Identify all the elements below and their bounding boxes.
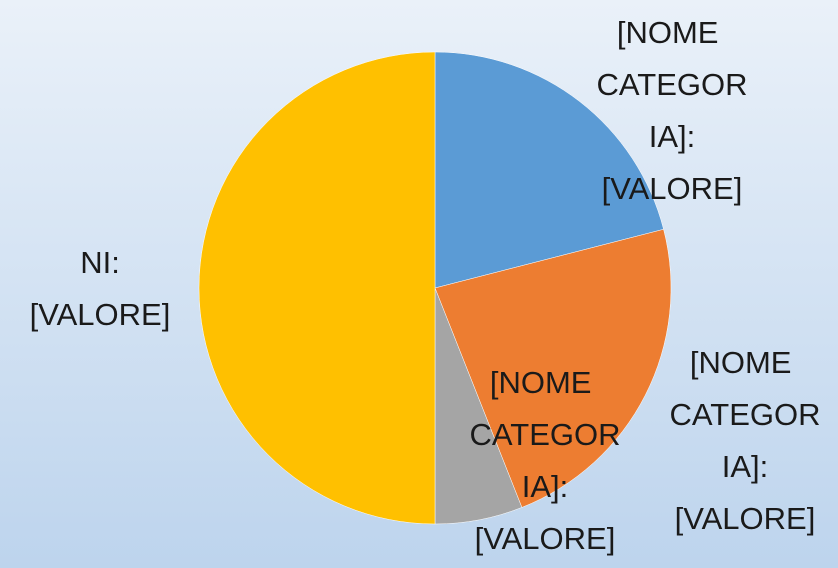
value-label: [VALORE]: [602, 171, 743, 206]
pie-slice: [198, 51, 436, 525]
category-label: [NOME CATEGOR IA]:: [597, 15, 748, 154]
value-label: [VALORE]: [675, 501, 816, 536]
category-label: [NOME CATEGOR IA]:: [470, 365, 621, 504]
value-label: [VALORE]: [475, 521, 616, 556]
data-labels: [NOME CATEGOR IA]: [VALORE] [NOME CATEGOR IA…: [30, 15, 821, 556]
pie-slice: [434, 51, 664, 289]
pie-slice: [434, 229, 672, 508]
category-label: NI:: [80, 245, 120, 280]
category-label: [NOME CATEGOR IA]:: [670, 345, 821, 484]
pie: [198, 51, 672, 525]
value-label: [VALORE]: [30, 297, 171, 332]
